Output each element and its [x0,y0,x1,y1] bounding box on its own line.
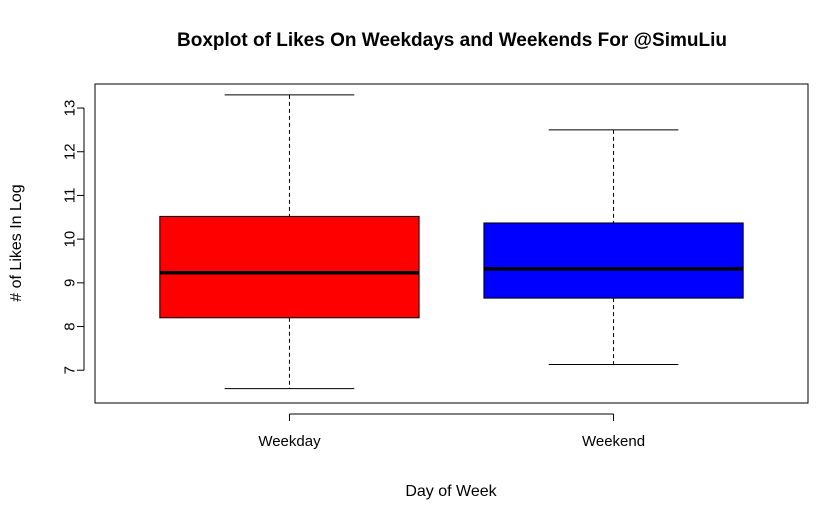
y-axis: 7 8 9 10 11 12 13 [61,100,85,374]
x-tick-label: Weekend [582,433,645,450]
x-axis: Weekday Weekend [258,413,645,450]
y-tick-label: 13 [61,100,78,117]
y-axis-title: # of Likes In Log [8,184,25,301]
plot-frame [94,83,809,404]
chart-title: Boxplot of Likes On Weekdays and Weekend… [177,30,727,51]
iqr-box [483,222,744,299]
boxes-group [159,94,744,390]
y-tick-label: 7 [61,366,78,374]
y-tick-label: 11 [61,188,78,204]
y-tick-label: 8 [61,322,78,330]
iqr-box [159,215,420,319]
x-axis-title: Day of Week [405,483,497,500]
y-tick-label: 10 [61,231,78,248]
box-weekend [483,129,744,366]
y-tick-label: 12 [61,143,78,160]
y-tick-label: 9 [61,279,78,287]
box-weekday [159,94,420,390]
x-tick-label: Weekday [258,433,321,450]
